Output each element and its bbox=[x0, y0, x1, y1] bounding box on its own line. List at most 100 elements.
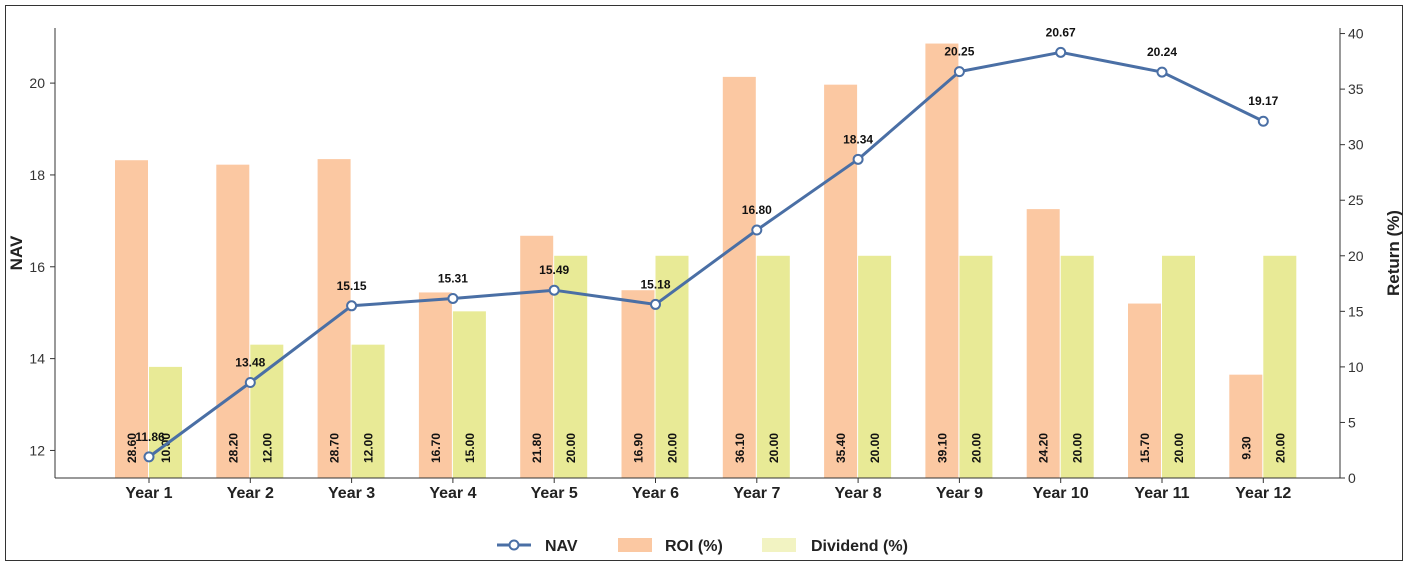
bar-roi-6 bbox=[621, 290, 655, 478]
left-tick-label: 18 bbox=[29, 167, 45, 183]
right-tick-label: 15 bbox=[1348, 303, 1364, 319]
left-tick-label: 16 bbox=[29, 259, 45, 275]
nav-point bbox=[143, 451, 155, 463]
nav-point bbox=[650, 298, 661, 310]
bar-label-dividend: 15.00 bbox=[463, 433, 477, 463]
nav-point bbox=[751, 224, 763, 236]
bar-dividend-8 bbox=[858, 255, 892, 478]
bar-dividend-3 bbox=[351, 344, 385, 478]
bar-dividend-4 bbox=[452, 311, 486, 478]
legend-dividend-label: Dividend (%) bbox=[811, 538, 908, 555]
bar-roi-9 bbox=[925, 43, 959, 479]
nav-point-label: 19.17 bbox=[1248, 94, 1278, 108]
left-tick-label: 14 bbox=[29, 351, 45, 367]
bar-label-roi: 21.80 bbox=[530, 433, 544, 463]
bar-dividend-12 bbox=[1263, 255, 1297, 478]
right-tick-label: 40 bbox=[1348, 26, 1364, 42]
bar-roi-10 bbox=[1026, 209, 1060, 478]
bar-roi-11 bbox=[1128, 303, 1161, 478]
bar-dividend-11 bbox=[1162, 255, 1195, 478]
x-tick-label: Year 12 bbox=[1235, 485, 1291, 502]
nav-point bbox=[1156, 66, 1168, 78]
bar-label-roi: 39.10 bbox=[935, 433, 949, 463]
left-tick-label: 12 bbox=[29, 442, 45, 458]
legend: NAV ROI (%) Dividend (%) bbox=[497, 538, 908, 555]
legend-roi-label: ROI (%) bbox=[665, 538, 723, 555]
nav-point-label: 16.80 bbox=[742, 203, 772, 217]
nav-point-label: 15.15 bbox=[337, 279, 367, 293]
right-tick-label: 5 bbox=[1348, 414, 1356, 430]
right-tick-label: 30 bbox=[1348, 137, 1364, 153]
nav-point-label: 20.24 bbox=[1147, 45, 1177, 59]
bar-label-roi: 16.90 bbox=[632, 433, 646, 463]
bar-roi-5 bbox=[520, 235, 554, 478]
nav-point-label: 18.34 bbox=[843, 132, 873, 146]
nav-point bbox=[447, 292, 459, 304]
bar-label-dividend: 20.00 bbox=[1071, 433, 1085, 463]
bar-roi-4 bbox=[418, 292, 452, 478]
x-tick-label: Year 6 bbox=[632, 485, 679, 502]
bar-label-dividend: 20.00 bbox=[564, 433, 578, 463]
bar-label-roi: 36.10 bbox=[733, 433, 747, 463]
nav-point bbox=[548, 284, 560, 296]
x-tick-label: Year 7 bbox=[733, 485, 780, 502]
bar-label-dividend: 20.00 bbox=[868, 433, 882, 463]
bar-dividend-9 bbox=[959, 255, 993, 478]
nav-point-label: 15.31 bbox=[438, 271, 468, 285]
x-tick-label: Year 2 bbox=[227, 485, 274, 502]
nav-point-label: 20.25 bbox=[944, 45, 974, 59]
bar-roi-12 bbox=[1229, 374, 1263, 478]
legend-nav-marker bbox=[508, 539, 520, 551]
bar-label-roi: 28.70 bbox=[328, 433, 342, 463]
legend-dividend-swatch bbox=[762, 538, 796, 552]
nav-point bbox=[244, 376, 256, 388]
bar-roi-2 bbox=[216, 164, 250, 478]
bar-label-roi: 15.70 bbox=[1138, 433, 1152, 463]
bar-label-dividend: 12.00 bbox=[260, 433, 274, 463]
nav-point bbox=[953, 66, 965, 78]
bar-label-dividend: 12.00 bbox=[362, 433, 376, 463]
bar-dividend-1 bbox=[149, 366, 182, 478]
bar-dividend-7 bbox=[756, 255, 790, 478]
nav-point-label: 13.48 bbox=[235, 355, 265, 369]
bar-label-roi: 28.60 bbox=[125, 433, 139, 463]
legend-roi-swatch bbox=[618, 538, 652, 552]
bar-label-roi: 9.30 bbox=[1239, 436, 1253, 460]
bar-label-roi: 35.40 bbox=[834, 433, 848, 463]
nav-point-label: 15.49 bbox=[539, 263, 569, 277]
bar-dividend-10 bbox=[1060, 255, 1094, 478]
legend-nav-label: NAV bbox=[545, 538, 578, 555]
bar-label-dividend: 20.00 bbox=[767, 433, 781, 463]
right-tick-label: 35 bbox=[1348, 81, 1364, 97]
bar-label-dividend: 20.00 bbox=[969, 433, 983, 463]
right-tick-label: 10 bbox=[1348, 359, 1364, 375]
x-tick-label: Year 10 bbox=[1033, 485, 1089, 502]
x-tick-label: Year 8 bbox=[835, 485, 882, 502]
nav-point-label: 20.67 bbox=[1046, 25, 1076, 39]
bar-label-dividend: 20.00 bbox=[666, 433, 680, 463]
bar-roi-7 bbox=[722, 76, 756, 478]
nav-point-label: 11.86 bbox=[135, 430, 165, 444]
nav-point-label: 15.18 bbox=[640, 277, 670, 291]
bar-label-dividend: 20.00 bbox=[1172, 433, 1186, 463]
right-axis-label: Return (%) bbox=[1384, 210, 1403, 296]
x-tick-label: Year 1 bbox=[125, 485, 172, 502]
nav-point bbox=[852, 153, 864, 165]
right-tick-label: 20 bbox=[1348, 248, 1364, 264]
nav-point bbox=[1055, 46, 1067, 58]
bar-label-roi: 24.20 bbox=[1037, 433, 1051, 463]
x-tick-label: Year 11 bbox=[1134, 485, 1189, 502]
bar-label-roi: 28.20 bbox=[226, 433, 240, 463]
bar-roi-1 bbox=[115, 160, 148, 478]
bar-label-roi: 16.70 bbox=[429, 433, 443, 463]
right-tick-label: 25 bbox=[1348, 192, 1364, 208]
nav-point bbox=[1257, 115, 1269, 127]
nav-point bbox=[346, 300, 358, 312]
bar-roi-8 bbox=[824, 84, 858, 479]
left-axis-label: NAV bbox=[7, 235, 26, 270]
right-tick-label: 0 bbox=[1348, 470, 1356, 486]
x-tick-label: Year 9 bbox=[936, 485, 983, 502]
x-tick-label: Year 4 bbox=[429, 485, 476, 502]
x-tick-label: Year 3 bbox=[328, 485, 375, 502]
